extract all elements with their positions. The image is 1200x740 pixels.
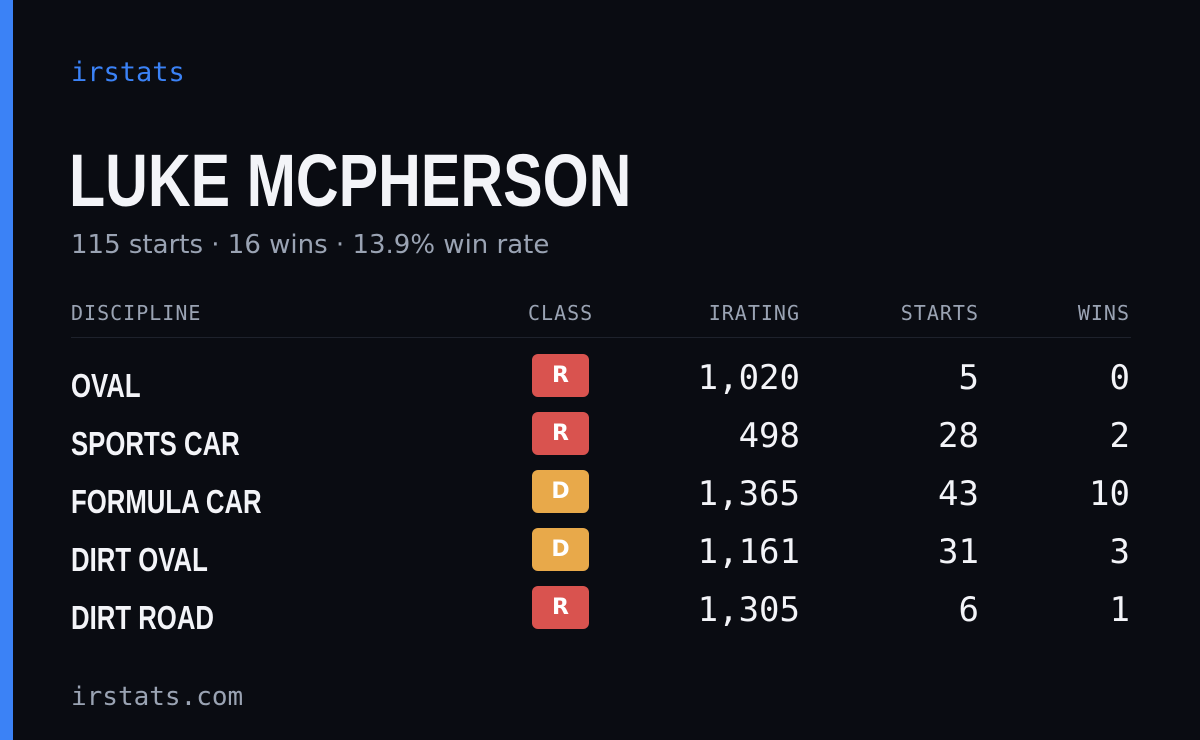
header-starts: STARTS (900, 301, 979, 325)
table-row: SPORTS CAR R 498 28 2 (71, 412, 1131, 470)
wins-value: 10 (1089, 474, 1130, 514)
irating-value: 1,161 (697, 532, 800, 572)
discipline-name: DIRT ROAD (71, 599, 214, 636)
stats-table: DISCIPLINE CLASS IRATING STARTS WINS OVA… (71, 300, 1131, 644)
discipline-name: FORMULA CAR (71, 483, 262, 520)
table-row: FORMULA CAR D 1,365 43 10 (71, 470, 1131, 528)
accent-bar (0, 0, 13, 740)
driver-summary: 115 starts · 16 wins · 13.9% win rate (71, 230, 550, 260)
class-badge: R (532, 354, 589, 397)
starts-value: 6 (958, 590, 979, 630)
starts-value: 31 (938, 532, 979, 572)
irating-value: 1,365 (697, 474, 800, 514)
table-header: DISCIPLINE CLASS IRATING STARTS WINS (71, 300, 1131, 338)
brand-logo-text: irstats (71, 57, 185, 88)
starts-value: 5 (958, 358, 979, 398)
class-badge: R (532, 586, 589, 629)
wins-value: 0 (1109, 358, 1130, 398)
discipline-name: SPORTS CAR (71, 425, 240, 462)
footer-url: irstats.com (71, 682, 244, 712)
driver-name: LUKE MCPHERSON (69, 139, 632, 222)
class-badge: D (532, 470, 589, 513)
table-row: DIRT ROAD R 1,305 6 1 (71, 586, 1131, 644)
class-badge: R (532, 412, 589, 455)
wins-value: 2 (1109, 416, 1130, 456)
irating-value: 1,020 (697, 358, 800, 398)
header-irating: IRATING (708, 301, 800, 325)
discipline-name: DIRT OVAL (71, 541, 208, 578)
table-row: OVAL R 1,020 5 0 (71, 354, 1131, 412)
header-discipline: DISCIPLINE (71, 301, 202, 325)
wins-value: 3 (1109, 532, 1130, 572)
wins-value: 1 (1109, 590, 1130, 630)
class-badge: D (532, 528, 589, 571)
table-row: DIRT OVAL D 1,161 31 3 (71, 528, 1131, 586)
header-wins: WINS (1077, 301, 1130, 325)
irating-value: 498 (738, 416, 800, 456)
starts-value: 43 (938, 474, 979, 514)
irating-value: 1,305 (697, 590, 800, 630)
header-class: CLASS (528, 301, 594, 325)
starts-value: 28 (938, 416, 979, 456)
table-body: OVAL R 1,020 5 0 SPORTS CAR R 498 28 2 F… (71, 354, 1131, 644)
discipline-name: OVAL (71, 367, 141, 404)
